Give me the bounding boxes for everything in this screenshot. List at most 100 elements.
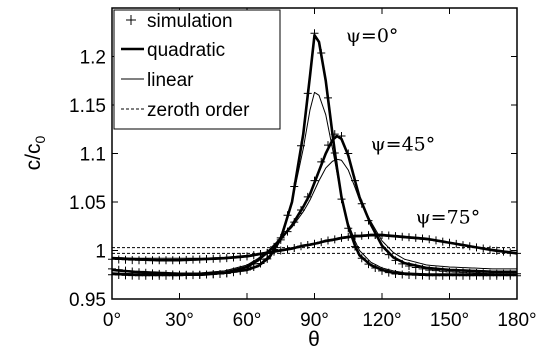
sim-point [351, 176, 359, 185]
sim-point [128, 256, 137, 265]
sim-point [135, 271, 143, 280]
sim-point [486, 245, 494, 254]
sim-point [384, 268, 393, 277]
sim-point [310, 29, 319, 38]
sim-point [283, 227, 292, 236]
sim-point [317, 238, 326, 247]
sim-point [432, 266, 440, 275]
sim-point [155, 271, 164, 280]
sim-point [445, 238, 454, 247]
sim-point [209, 254, 218, 263]
sim-point [330, 235, 339, 244]
y-tick-label: 1.05 [69, 193, 106, 214]
sim-point [141, 256, 150, 265]
sim-point [438, 267, 447, 276]
sim-point [121, 271, 130, 280]
sim-point [344, 232, 353, 241]
sim-point [182, 255, 191, 264]
sim-point [330, 149, 339, 158]
sim-point [121, 255, 130, 264]
legend-item-zeroth-order: zeroth order [121, 100, 250, 121]
x-tick-label: 60° [233, 310, 262, 331]
sim-point [216, 269, 224, 278]
sim-point [405, 233, 413, 242]
legend-item-linear: linear [121, 70, 194, 91]
sim-point [229, 253, 238, 262]
sim-point [371, 263, 380, 272]
sim-point [384, 250, 393, 259]
sim-point [276, 235, 285, 244]
sim-point [337, 195, 346, 204]
sim-point [351, 242, 359, 251]
y-tick-label: 1 [95, 242, 106, 263]
sim-point [182, 271, 191, 280]
sim-point [324, 141, 332, 150]
sim-point [357, 199, 366, 208]
sim-point [364, 260, 373, 269]
sim-point [411, 271, 420, 280]
legend-item-quadratic: quadratic [121, 40, 225, 61]
sim-point [317, 48, 326, 57]
sim-point [465, 242, 474, 251]
sim-point [135, 256, 143, 265]
sim-point [357, 231, 366, 240]
sim-point [189, 255, 197, 264]
sim-point [337, 233, 346, 242]
sim-point [452, 268, 461, 277]
sim-point [202, 270, 211, 279]
sim-point [391, 269, 400, 278]
sim-point [303, 89, 312, 98]
sim-point [472, 269, 481, 278]
sim-point [479, 244, 488, 253]
sim-point [492, 246, 501, 255]
x-tick-label: 180° [497, 310, 536, 331]
sim-point [425, 266, 434, 275]
sim-point [310, 239, 319, 248]
sim-point [384, 231, 393, 240]
annotation-psi-45: ψ=45° [371, 134, 436, 156]
sim-point [452, 239, 461, 248]
sim-point [290, 182, 299, 191]
sim-point [148, 271, 157, 280]
legend: simulation quadratic linear zeroth order [113, 9, 281, 130]
y-tick-label: 0.95 [69, 290, 106, 311]
sim-point [283, 211, 292, 220]
sim-point [364, 216, 373, 225]
sim-point [486, 269, 494, 278]
legend-label-linear: linear [147, 70, 194, 91]
sim-point [398, 270, 407, 279]
annotation-psi-75: ψ=75° [416, 206, 481, 228]
sim-point [378, 266, 386, 275]
plot-content [108, 29, 521, 280]
sim-point [465, 268, 474, 277]
sim-point [405, 270, 413, 279]
sim-point [256, 249, 265, 258]
sim-point [411, 263, 420, 272]
sim-point [438, 237, 447, 246]
sim-point [411, 233, 420, 242]
sim-point [209, 270, 218, 279]
sim-point [297, 141, 305, 150]
legend-label-simulation: simulation [147, 11, 233, 32]
sim-point [398, 232, 407, 241]
sim-point [195, 270, 204, 279]
sim-point [357, 254, 366, 263]
legend-label-zeroth-order: zeroth order [147, 100, 250, 121]
y-tick-label: 1.2 [80, 48, 106, 69]
sim-point [168, 256, 177, 265]
sim-point [371, 230, 380, 239]
sim-point [391, 232, 400, 241]
sim-point [128, 271, 137, 280]
legend-label-quadratic: quadratic [147, 40, 225, 61]
sim-point [155, 256, 164, 265]
sim-point [479, 269, 488, 278]
sim-point [236, 265, 245, 274]
sim-point [506, 248, 515, 257]
x-axis-label: θ [308, 328, 320, 350]
sim-point [364, 231, 373, 240]
sim-point [499, 269, 508, 278]
x-tick-label: 150° [430, 310, 469, 331]
y-tick-label: 1.1 [80, 145, 106, 166]
x-tick-label: 30° [165, 310, 194, 331]
sim-point [405, 262, 413, 271]
